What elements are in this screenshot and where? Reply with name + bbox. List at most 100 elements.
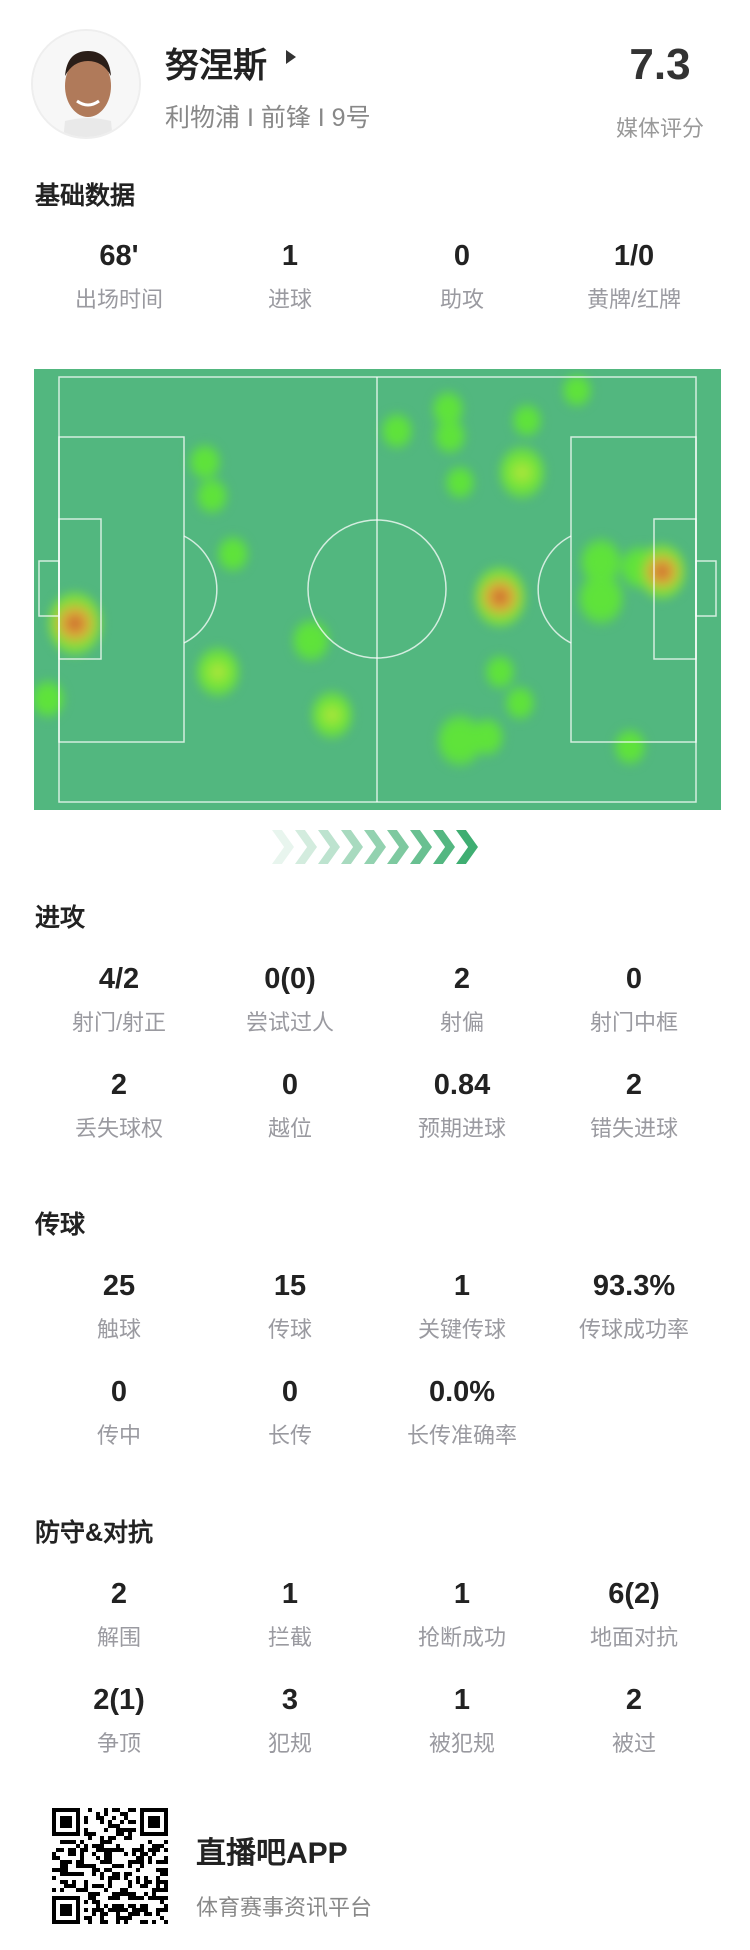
chevron-right-icon	[456, 830, 478, 864]
stat-passing: 0 传中	[34, 1376, 204, 1450]
heat-spot	[500, 445, 545, 499]
stat-value: 2	[110, 1069, 128, 1101]
stat-value: 1	[281, 1578, 299, 1610]
stat-value: 1	[453, 1270, 471, 1302]
stat-value: 93.3%	[592, 1270, 676, 1302]
media-rating-label: 媒体评分	[615, 116, 704, 141]
stat-value: 2	[625, 1069, 643, 1101]
stat-value: 25	[102, 1270, 136, 1302]
stat-defense: 2 解围	[34, 1578, 204, 1652]
chevron-right-icon	[387, 830, 409, 864]
stat-label: 关键传球	[417, 1317, 506, 1342]
player-avatar[interactable]	[31, 29, 141, 139]
stat-value: 15	[273, 1270, 307, 1302]
stat-basic: 1 进球	[205, 240, 375, 314]
stat-label: 抢断成功	[417, 1625, 506, 1650]
chevron-right-icon	[341, 830, 363, 864]
stat-label: 解围	[96, 1625, 141, 1650]
stat-label: 进球	[267, 287, 312, 312]
qr-code-icon[interactable]	[52, 1808, 168, 1924]
player-name[interactable]: 努涅斯	[165, 47, 267, 85]
heat-spot	[445, 465, 474, 500]
heat-spot	[615, 728, 646, 765]
stat-attack: 2 丢失球权	[34, 1069, 204, 1143]
section-title-attack: 进攻	[35, 904, 86, 932]
stat-value: 0	[453, 240, 471, 272]
stat-attack: 0(0) 尝试过人	[205, 963, 375, 1037]
stat-label: 传中	[96, 1423, 141, 1448]
stat-defense: 1 拦截	[205, 1578, 375, 1652]
stat-label: 丢失球权	[74, 1116, 163, 1141]
stat-label: 地面对抗	[589, 1625, 678, 1650]
stat-label: 长传准确率	[406, 1423, 517, 1448]
stat-value: 0	[110, 1376, 128, 1408]
stat-value: 68'	[99, 240, 139, 272]
stat-value: 2	[453, 963, 471, 995]
stat-value: 0.0%	[428, 1376, 496, 1408]
stat-attack: 2 错失进球	[549, 1069, 719, 1143]
heat-spot	[486, 655, 515, 689]
stat-passing: 15 传球	[205, 1270, 375, 1344]
heat-spot	[196, 477, 227, 514]
stat-label: 拦截	[267, 1625, 312, 1650]
stat-defense: 3 犯规	[205, 1684, 375, 1758]
play-arrow-icon[interactable]	[286, 50, 296, 64]
stat-label: 射偏	[439, 1010, 484, 1035]
stat-passing: 0.0% 长传准确率	[377, 1376, 547, 1450]
stat-value: 3	[281, 1684, 299, 1716]
heat-spot	[190, 444, 221, 481]
stat-label: 被过	[611, 1731, 656, 1756]
heatmap-layer	[34, 369, 721, 810]
stat-label: 触球	[96, 1317, 141, 1342]
stat-value: 1	[453, 1578, 471, 1610]
stat-label: 被犯规	[428, 1731, 495, 1756]
right-penalty-arc	[537, 535, 572, 644]
center-circle	[307, 519, 447, 659]
stat-attack: 0.84 预期进球	[377, 1069, 547, 1143]
stat-attack: 2 射偏	[377, 963, 547, 1037]
heat-spot	[292, 618, 329, 662]
chevron-right-icon	[433, 830, 455, 864]
stat-passing: 93.3% 传球成功率	[549, 1270, 719, 1344]
heat-spot	[505, 686, 534, 721]
right-six-yard-box	[653, 518, 697, 660]
stat-value: 0	[281, 1069, 299, 1101]
stat-label: 长传	[267, 1423, 312, 1448]
stat-defense: 2(1) 争顶	[34, 1684, 204, 1758]
heat-spot	[197, 646, 240, 698]
section-title-defense: 防守&对抗	[35, 1519, 154, 1547]
chevron-right-icon	[318, 830, 340, 864]
chevron-right-icon	[364, 830, 386, 864]
player-photo-icon	[33, 31, 139, 137]
stat-label: 助攻	[439, 287, 484, 312]
heat-spot	[471, 717, 504, 756]
stat-passing: 25 触球	[34, 1270, 204, 1344]
heat-spot	[638, 544, 685, 600]
stat-value: 1	[453, 1684, 471, 1716]
heatmap-pitch	[34, 369, 721, 810]
media-rating: 7.3	[629, 40, 691, 89]
stat-value: 0(0)	[264, 963, 316, 995]
stat-value: 2(1)	[93, 1684, 145, 1716]
stat-label: 越位	[267, 1116, 312, 1141]
stat-basic: 0 助攻	[377, 240, 547, 314]
right-penalty-box	[570, 436, 697, 743]
stat-label: 犯规	[267, 1731, 312, 1756]
stat-label: 射门中框	[589, 1010, 678, 1035]
stat-defense: 2 被过	[549, 1684, 719, 1758]
stat-passing: 0 长传	[205, 1376, 375, 1450]
stat-label: 出场时间	[74, 287, 163, 312]
stat-label: 传球	[267, 1317, 312, 1342]
stat-label: 传球成功率	[578, 1317, 689, 1342]
stat-attack: 4/2 射门/射正	[34, 963, 204, 1037]
stat-defense: 1 抢断成功	[377, 1578, 547, 1652]
stat-value: 2	[110, 1578, 128, 1610]
stat-label: 错失进球	[589, 1116, 678, 1141]
stat-label: 争顶	[96, 1731, 141, 1756]
heat-spot	[382, 412, 413, 449]
attack-direction-arrows	[272, 830, 479, 864]
stat-value: 4/2	[98, 963, 140, 995]
stat-defense: 1 被犯规	[377, 1684, 547, 1758]
chevron-right-icon	[295, 830, 317, 864]
stat-value: 6(2)	[608, 1578, 660, 1610]
